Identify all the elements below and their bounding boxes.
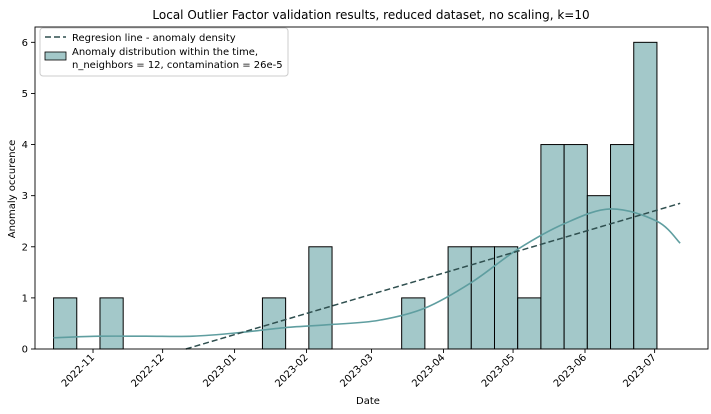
histogram-bar — [633, 41, 658, 350]
histogram-bar — [540, 144, 565, 350]
histogram-bar — [447, 246, 472, 350]
legend-label-histogram: Anomaly distribution within the time, n_n… — [72, 47, 283, 71]
kde-curve — [53, 208, 681, 339]
histogram-bar — [563, 144, 588, 350]
x-axis-title: Date — [356, 396, 380, 407]
legend-box — [39, 27, 289, 77]
y-axis-title: Anomaly occurence — [7, 140, 18, 239]
y-tick-label: 3 — [22, 191, 28, 202]
y-tick-label: 0 — [22, 345, 28, 356]
chart-title: Local Outlier Factor validation results,… — [152, 8, 589, 22]
y-tick-label: 5 — [22, 89, 28, 100]
histogram-bar — [99, 297, 124, 350]
legend-label-regression: Regresion line - anomaly density — [72, 33, 236, 44]
legend-bar-swatch — [44, 51, 67, 61]
histogram-bar — [401, 297, 426, 350]
histogram-bar — [493, 246, 519, 350]
regression-line — [185, 202, 681, 350]
legend: Regresion line - anomaly density Anomaly … — [39, 27, 289, 77]
y-tick-label: 2 — [22, 242, 28, 253]
histogram-bar — [308, 246, 333, 350]
y-tick-label: 6 — [22, 38, 28, 49]
histogram-bar — [53, 297, 78, 350]
y-tick-label: 1 — [22, 293, 28, 304]
histogram-bar — [517, 297, 542, 350]
histogram-bar — [610, 144, 635, 350]
histogram-bar — [586, 195, 612, 350]
y-tick-label: 4 — [22, 140, 28, 151]
